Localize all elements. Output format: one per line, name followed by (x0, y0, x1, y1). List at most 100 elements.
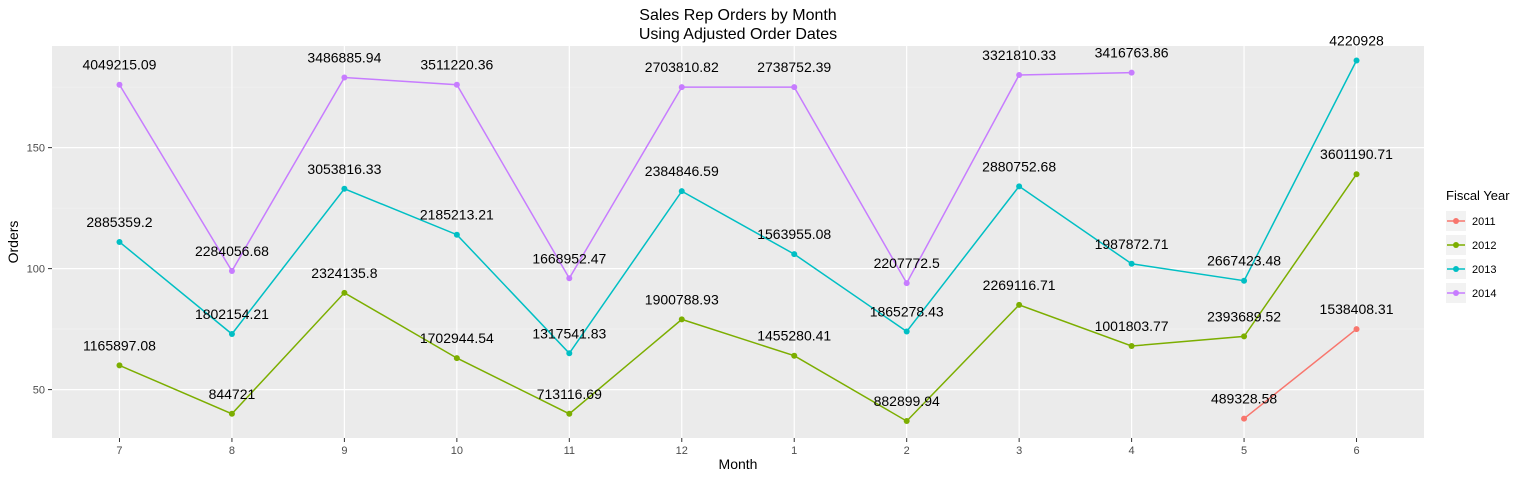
data-point (341, 185, 348, 192)
y-tick-label: 150 (27, 143, 45, 155)
data-point (1353, 326, 1360, 333)
data-point (228, 330, 235, 337)
data-point (341, 74, 348, 81)
data-label: 489328.58 (1211, 391, 1277, 407)
data-point (566, 275, 573, 282)
data-point (1128, 69, 1135, 76)
data-point (116, 239, 123, 245)
data-point (678, 84, 685, 91)
data-point (566, 410, 573, 417)
data-point (1353, 57, 1360, 64)
data-point (1128, 260, 1135, 267)
series-line (118, 71, 1132, 285)
data-label-layer: 489328.58 1538408.31 1165897.08 844721 23241… (82, 33, 1393, 410)
data-label: 1900788.93 (645, 291, 719, 307)
series-line (119, 60, 1358, 355)
x-axis-title: Month (719, 456, 758, 472)
legend-title: Fiscal Year (1446, 188, 1510, 203)
data-label: 1802154.21 (195, 306, 269, 322)
x-tick-label: 7 (116, 445, 122, 457)
data-label: 2284056.68 (195, 243, 269, 259)
data-label: 2667423.48 (1207, 253, 1281, 269)
data-label: 2393689.52 (1207, 308, 1281, 324)
data-label: 3601190.71 (1320, 146, 1393, 162)
data-point (1016, 301, 1023, 308)
series-layer (116, 57, 1360, 425)
data-label: 1563955.08 (757, 226, 831, 242)
data-point (228, 410, 235, 417)
x-tick-label: 12 (676, 445, 688, 457)
data-label: 1702944.54 (420, 330, 494, 346)
data-label: 2738752.39 (757, 59, 831, 75)
x-tick-label: 9 (341, 445, 347, 457)
data-label: 3053816.33 (307, 161, 381, 177)
data-label: 2185213.21 (420, 207, 494, 223)
legend-key-point (1453, 242, 1459, 248)
legend-label: 2014 (1472, 288, 1496, 300)
data-label: 1317541.83 (532, 325, 606, 341)
x-tick-label: 1 (791, 445, 797, 457)
data-label: 2885359.2 (86, 214, 152, 230)
data-label: 1001803.77 (1095, 318, 1169, 334)
data-point (453, 81, 460, 88)
data-point (903, 418, 910, 425)
x-axis-ticks: 7 8 9 10 11 12 1 2 3 4 5 6 (116, 438, 1360, 457)
data-point (1353, 171, 1360, 178)
data-label: 4220928 (1329, 33, 1384, 49)
x-tick-label: 11 (564, 445, 575, 457)
data-point (341, 289, 348, 296)
series-line (1243, 328, 1357, 420)
grid-major (52, 46, 1424, 438)
x-tick-label: 5 (1241, 445, 1247, 457)
data-point (1241, 277, 1248, 284)
legend-label: 2012 (1472, 240, 1496, 252)
data-point (566, 350, 573, 357)
plot-panel (52, 46, 1424, 438)
legend-key-point (1453, 290, 1459, 296)
y-tick-label: 100 (27, 264, 45, 276)
x-tick-label: 3 (1016, 445, 1022, 457)
x-tick-label: 2 (904, 445, 910, 457)
x-tick-label: 6 (1353, 445, 1359, 457)
series-line (119, 173, 1358, 423)
data-label: 844721 (209, 386, 256, 402)
data-label: 2384846.59 (645, 163, 719, 179)
data-point (903, 328, 910, 335)
chart-title: Sales Rep Orders by Month (639, 7, 836, 24)
legend-label: 2013 (1472, 264, 1496, 276)
data-label: 1455280.41 (757, 328, 831, 344)
data-label: 2324135.8 (311, 265, 377, 281)
y-axis-title: Orders (5, 221, 21, 264)
data-label: 1987872.71 (1095, 236, 1169, 252)
data-label: 3486885.94 (307, 49, 381, 65)
data-label: 1668952.47 (532, 250, 606, 266)
data-label: 1538408.31 (1320, 301, 1394, 317)
data-point (1241, 333, 1248, 340)
data-point (791, 251, 798, 258)
data-point (1016, 183, 1023, 190)
data-label: 1865278.43 (870, 304, 944, 320)
data-label: 713116.69 (537, 386, 602, 402)
data-point (116, 81, 123, 88)
chart-subtitle: Using Adjusted Order Dates (639, 26, 837, 43)
data-label: 3416763.86 (1095, 45, 1169, 61)
data-label: 4049215.09 (82, 57, 156, 73)
x-tick-label: 4 (1129, 445, 1135, 457)
y-axis-ticks: 50 100 150 (27, 143, 52, 397)
data-point (1128, 343, 1135, 350)
data-point (453, 231, 460, 238)
data-label: 3511220.36 (420, 57, 493, 73)
legend-key-point (1453, 266, 1459, 272)
data-point (791, 352, 798, 359)
y-tick-label: 50 (33, 385, 45, 397)
x-tick-label: 10 (451, 445, 463, 457)
legend-key-point (1453, 218, 1459, 224)
legend-label: 2011 (1472, 216, 1496, 228)
data-label: 2703810.82 (645, 59, 719, 75)
data-point (228, 268, 235, 275)
data-point (116, 362, 123, 369)
data-label: 2269116.71 (983, 277, 1056, 293)
data-point (1016, 72, 1023, 79)
data-label: 2207772.5 (874, 255, 940, 271)
